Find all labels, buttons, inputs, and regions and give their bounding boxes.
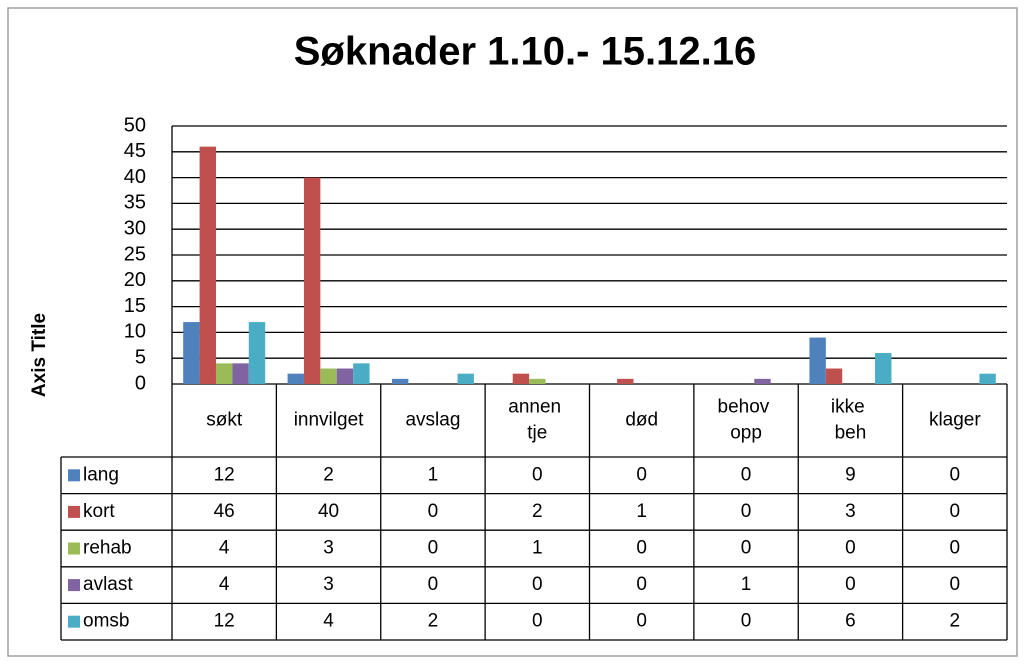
table-value: 2 [428, 611, 439, 632]
bar [248, 322, 266, 384]
table-value: 0 [636, 574, 647, 595]
table-value: 0 [428, 574, 439, 595]
table-value: 40 [318, 501, 339, 522]
table-value: 0 [532, 464, 543, 485]
bar [979, 373, 996, 384]
y-axis-title: Axis Title [29, 313, 50, 397]
table-value: 6 [845, 611, 856, 632]
table-value: 0 [428, 538, 439, 559]
bar [303, 177, 321, 384]
table-value: 0 [950, 538, 961, 559]
table-value: 1 [741, 574, 752, 595]
table-value: 3 [845, 501, 856, 522]
table-value: 2 [950, 611, 961, 632]
table-value: 0 [950, 501, 961, 522]
table-value: 1 [428, 464, 439, 485]
table-value: 3 [323, 574, 334, 595]
legend-key [68, 505, 80, 518]
bar [336, 368, 354, 384]
y-tick-label: 35 [124, 192, 146, 214]
table-value: 4 [323, 611, 334, 632]
table-value: 0 [532, 574, 543, 595]
table-value: 0 [741, 611, 752, 632]
table-value: 0 [741, 501, 752, 522]
bar [512, 373, 530, 384]
y-tick-label: 20 [124, 269, 146, 291]
table-value: 4 [219, 574, 230, 595]
legend-label: rehab [83, 538, 132, 559]
category-label: ikke beh [831, 397, 870, 444]
table-value: 1 [532, 538, 543, 559]
table-value: 2 [532, 501, 543, 522]
chart-title: Søknader 1.10.- 15.12.16 [294, 30, 757, 74]
table-value: 0 [845, 574, 856, 595]
legend-key [68, 615, 80, 628]
y-tick-label: 0 [135, 372, 146, 394]
category-label: annen tje [508, 397, 566, 444]
bar [287, 373, 304, 384]
table-value: 2 [323, 464, 334, 485]
table-value: 0 [950, 464, 961, 485]
bar [353, 363, 370, 384]
table-value: 0 [950, 574, 961, 595]
y-tick-label: 10 [124, 321, 146, 343]
table-value: 0 [636, 611, 647, 632]
table-value: 4 [219, 538, 230, 559]
legend-label: avlast [83, 574, 133, 595]
legend-key [68, 579, 80, 592]
bar [391, 378, 409, 384]
category-label: behov opp [718, 397, 775, 444]
table-value: 0 [636, 464, 647, 485]
y-tick-label: 45 [124, 140, 146, 162]
table-value: 46 [214, 501, 235, 522]
legend-label: kort [83, 501, 115, 522]
bar [320, 368, 337, 384]
bar [215, 363, 233, 384]
y-tick-label: 30 [124, 217, 146, 239]
table-value: 3 [323, 538, 334, 559]
table-value: 0 [428, 501, 439, 522]
table-value: 0 [741, 464, 752, 485]
legend-label: omsb [83, 611, 129, 632]
y-tick-label: 5 [135, 346, 146, 368]
table-value: 1 [636, 501, 647, 522]
table-value: 0 [636, 538, 647, 559]
y-tick-label: 25 [124, 243, 146, 265]
table-value: 12 [214, 611, 235, 632]
category-label: søkt [206, 410, 243, 431]
table-value: 12 [214, 464, 235, 485]
bar [617, 378, 634, 384]
bar [199, 146, 216, 384]
y-tick-label: 15 [124, 295, 146, 317]
legend-key [68, 469, 80, 482]
category-label: død [625, 410, 658, 431]
table-value: 0 [741, 538, 752, 559]
table-value: 9 [845, 464, 856, 485]
table-value: 0 [845, 538, 856, 559]
bar [529, 378, 546, 384]
bar [875, 353, 892, 384]
bar [457, 373, 474, 384]
y-tick-label: 40 [124, 166, 146, 188]
bar [754, 378, 771, 384]
category-label: avslag [405, 410, 460, 431]
category-label: innvilget [294, 410, 364, 431]
bar [183, 322, 200, 384]
category-label: klager [929, 410, 981, 431]
legend-label: lang [83, 464, 119, 485]
legend-key [68, 542, 80, 555]
y-tick-label: 50 [124, 114, 146, 136]
bar [809, 337, 826, 384]
bar [232, 363, 249, 384]
table-value: 0 [532, 611, 543, 632]
bar [825, 368, 843, 384]
